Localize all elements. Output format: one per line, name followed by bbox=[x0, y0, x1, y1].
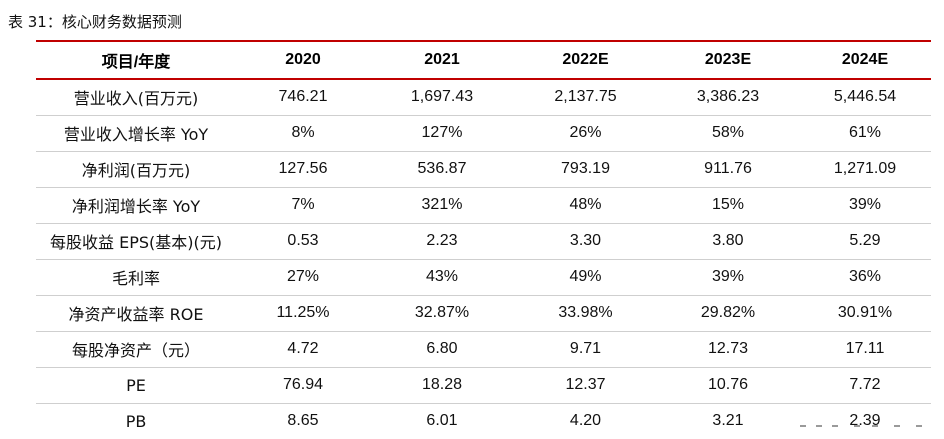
table-cell: 76.94 bbox=[236, 367, 370, 404]
table-cell: 61% bbox=[799, 115, 931, 152]
table-cell: 5.29 bbox=[799, 223, 931, 260]
row-label: 每股净资产（元） bbox=[36, 331, 236, 368]
table-cell: 39% bbox=[799, 187, 931, 224]
table-row: 毛利率 27% 43% 49% 39% 36% bbox=[36, 259, 931, 296]
table-cell: 0.53 bbox=[236, 223, 370, 260]
table-cell: 18.28 bbox=[370, 367, 514, 404]
table-cell: 5,446.54 bbox=[799, 79, 931, 116]
table-cell: 321% bbox=[370, 187, 514, 224]
table-cell: 36% bbox=[799, 259, 931, 296]
table-cell: 4.72 bbox=[236, 331, 370, 368]
table-row: 每股净资产（元） 4.72 6.80 9.71 12.73 17.11 bbox=[36, 331, 931, 368]
financial-forecast-table: 项目/年度 2020 2021 2022E 2023E 2024E 营业收入(百… bbox=[36, 40, 931, 439]
table-cell: 3.21 bbox=[712, 412, 744, 430]
table-cell: 6.01 bbox=[426, 412, 458, 430]
table-cell: 49% bbox=[514, 259, 657, 296]
table-cell: 127.56 bbox=[236, 151, 370, 188]
table-cell: 7.72 bbox=[799, 367, 931, 404]
row-label: 净利润增长率 YoY bbox=[36, 187, 236, 224]
header-2022e: 2022E bbox=[514, 40, 657, 80]
table-cell: 29.82% bbox=[657, 295, 799, 332]
table-cell: 33.98% bbox=[514, 295, 657, 332]
table-row: PB 8.65 6.01 4.20 3.21 2.39 bbox=[36, 403, 931, 439]
table-cell: 30.91% bbox=[799, 295, 931, 332]
table-cell: 3,386.23 bbox=[657, 79, 799, 116]
table-cell: 12.37 bbox=[514, 367, 657, 404]
header-2023e: 2023E bbox=[657, 40, 799, 80]
table-header-row: 项目/年度 2020 2021 2022E 2023E 2024E bbox=[36, 40, 931, 80]
table-row: 每股收益 EPS(基本)(元) 0.53 2.23 3.30 3.80 5.29 bbox=[36, 223, 931, 260]
header-item-year: 项目/年度 bbox=[36, 40, 236, 80]
row-label: 营业收入增长率 YoY bbox=[36, 115, 236, 152]
table-cell: 911.76 bbox=[657, 151, 799, 188]
table-cell: 58% bbox=[657, 115, 799, 152]
table-cell: 43% bbox=[370, 259, 514, 296]
table-cell: 9.71 bbox=[514, 331, 657, 368]
table-cell: 15% bbox=[657, 187, 799, 224]
table-cell: 11.25% bbox=[236, 295, 370, 332]
table-cell: 39% bbox=[657, 259, 799, 296]
table-row: PE 76.94 18.28 12.37 10.76 7.72 bbox=[36, 367, 931, 404]
table-cell: 7% bbox=[236, 187, 370, 224]
table-cell: 3.80 bbox=[657, 223, 799, 260]
table-cell: 3.30 bbox=[514, 223, 657, 260]
table-cell: 4.20 bbox=[569, 412, 602, 430]
table-row: 净资产收益率 ROE 11.25% 32.87% 33.98% 29.82% 3… bbox=[36, 295, 931, 332]
table-cell: 127% bbox=[370, 115, 514, 152]
table-cell: 12.73 bbox=[657, 331, 799, 368]
row-label: 净利润(百万元) bbox=[36, 151, 236, 188]
table-row: 净利润增长率 YoY 7% 321% 48% 15% 39% bbox=[36, 187, 931, 224]
table-row: 营业收入(百万元) 746.21 1,697.43 2,137.75 3,386… bbox=[36, 79, 931, 116]
table-cell: 1,697.43 bbox=[370, 79, 514, 116]
table-cell: 1,271.09 bbox=[799, 151, 931, 188]
row-label: PE bbox=[36, 367, 236, 404]
table-cell: 793.19 bbox=[514, 151, 657, 188]
header-2024e: 2024E bbox=[799, 40, 931, 80]
row-label: 营业收入(百万元) bbox=[36, 79, 236, 116]
table-caption: 表 31：核心财务数据预测 bbox=[8, 13, 182, 31]
table-cell: 27% bbox=[236, 259, 370, 296]
table-cell: 10.76 bbox=[657, 367, 799, 404]
header-2021: 2021 bbox=[370, 40, 514, 80]
table-cell: 746.21 bbox=[236, 79, 370, 116]
table-cell: 17.11 bbox=[799, 331, 931, 368]
row-label: 每股收益 EPS(基本)(元) bbox=[36, 223, 236, 260]
row-label: 净资产收益率 ROE bbox=[36, 295, 236, 332]
table-row: 净利润(百万元) 127.56 536.87 793.19 911.76 1,2… bbox=[36, 151, 931, 188]
table-cell: 6.80 bbox=[370, 331, 514, 368]
table-cell: 8% bbox=[236, 115, 370, 152]
table-cell: 32.87% bbox=[370, 295, 514, 332]
scan-artifact-marks bbox=[798, 417, 938, 427]
table-cell: 536.87 bbox=[370, 151, 514, 188]
table-row: 营业收入增长率 YoY 8% 127% 26% 58% 61% bbox=[36, 115, 931, 152]
table-cell: 48% bbox=[514, 187, 657, 224]
table-cell: 2,137.75 bbox=[514, 79, 657, 116]
table-cell: 26% bbox=[514, 115, 657, 152]
table-cell: 8.65 bbox=[287, 412, 319, 430]
row-label: 毛利率 bbox=[36, 259, 236, 296]
row-label: PB bbox=[125, 411, 147, 431]
table-cell: 2.23 bbox=[370, 223, 514, 260]
header-2020: 2020 bbox=[236, 40, 370, 80]
